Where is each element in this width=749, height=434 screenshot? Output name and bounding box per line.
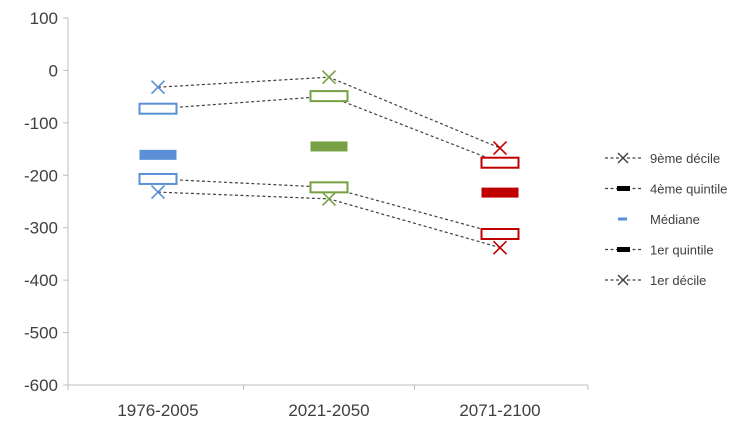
legend-label: Médiane [650,212,700,227]
legend-label: 1er décile [650,273,706,288]
data-point-quintile-bar [480,156,520,169]
y-tick-label: -300 [24,219,58,238]
data-point-quintile-bar [138,172,178,185]
data-point-median-bar [139,149,177,160]
data-point-quintile-bar [309,90,349,103]
x-tick-label: 2071-2100 [459,401,540,420]
y-tick-label: -200 [24,166,58,185]
legend-x-icon [617,152,629,164]
data-point-x-marker [321,191,337,206]
y-tick-label: -100 [24,114,58,133]
connector-line [157,191,501,249]
y-tick-label: -500 [24,324,58,343]
y-tick-label: -600 [24,376,58,395]
y-tick-label: -400 [24,271,58,290]
legend-label: 9ème décile [650,151,720,166]
legend-bar-icon [617,247,630,252]
data-point-quintile-bar [309,181,349,194]
connector-line [157,76,501,149]
data-point-median-bar [310,141,348,152]
legend-label: 4ème quintile [650,182,727,197]
data-point-x-marker [321,70,337,85]
data-point-x-marker [150,80,166,95]
legend-x-icon [617,274,629,286]
legend-label: 1er quintile [650,243,714,258]
data-point-median-bar [481,187,519,198]
y-tick-label: 0 [49,61,58,80]
legend-bar-icon [617,186,630,191]
data-point-x-marker [150,184,166,200]
data-point-x-marker [492,240,508,255]
data-point-quintile-bar [480,228,520,241]
y-tick-label: 100 [30,9,58,28]
legend-median-icon [618,217,627,221]
x-tick-label: 2021-2050 [288,401,369,420]
data-point-quintile-bar [138,102,178,115]
x-tick-label: 1976-2005 [117,401,198,420]
connector-line [157,95,501,164]
data-point-x-marker [492,140,508,156]
